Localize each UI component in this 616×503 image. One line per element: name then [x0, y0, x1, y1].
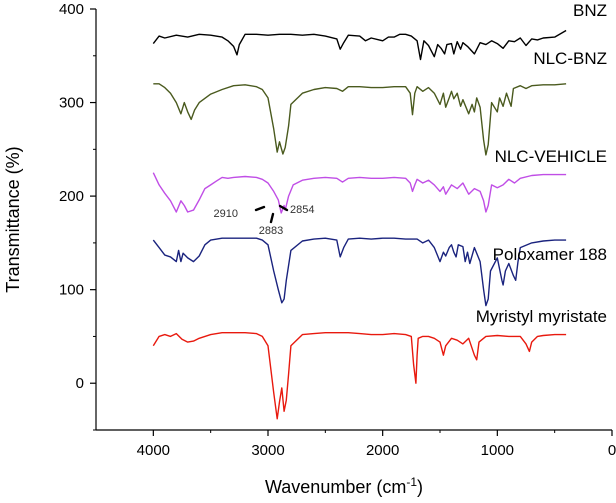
series-label-myristyl-myristate: Myristyl myristate	[476, 307, 607, 326]
annotation-arrow-2883	[269, 212, 275, 224]
annotation-peak-2910: 2910	[214, 208, 238, 220]
series-line-nlc-vehicle	[152, 172, 567, 214]
x-tick-label: 3000	[251, 442, 284, 459]
x-axis-label-superscript: -1	[406, 475, 417, 489]
series-label-nlc-vehicle: NLC-VEHICLE	[495, 147, 607, 166]
series-line-poloxamer-188	[152, 237, 567, 307]
x-axis-label: Wavenumber (cm-1)	[265, 475, 423, 497]
series-line-nlc-bnz	[153, 83, 567, 156]
y-tick-label: 300	[59, 95, 84, 112]
labels-layer: BNZ NLC-BNZ NLC-VEHICLE Poloxamer 188 Myrist…	[476, 1, 607, 326]
series-label-bnz: BNZ	[573, 1, 607, 20]
series-label-poloxamer-188: Poloxamer 188	[493, 245, 607, 264]
x-tick-label: 4000	[137, 442, 170, 459]
y-tick-label: 400	[59, 1, 84, 18]
x-axis-label-text: Wavenumber (cm	[265, 477, 406, 497]
series-line-bnz	[152, 29, 567, 61]
annotation-layer: 2910 2883 2854	[214, 204, 315, 237]
series-line-myristyl-myristate	[152, 332, 567, 420]
annotation-peak-2854: 2854	[290, 204, 314, 216]
series-layer	[152, 29, 567, 420]
x-tick-label: 1000	[481, 442, 514, 459]
y-tick-label: 0	[76, 375, 84, 392]
y-tick-label: 100	[59, 282, 84, 299]
y-axis-label: Transmittance (%)	[3, 146, 23, 292]
x-tick-label: 2000	[366, 442, 399, 459]
annotation-arrow-2854	[278, 204, 289, 212]
annotation-peak-2883: 2883	[259, 225, 283, 237]
axes-layer: 4000 3000 2000 1000 0 0 100 200 300 400 Wavenumber…	[3, 1, 616, 497]
series-label-nlc-bnz: NLC-BNZ	[533, 49, 607, 68]
annotation-arrow-2910	[254, 205, 266, 212]
y-tick-label: 200	[59, 188, 84, 205]
x-tick-label: 0	[608, 442, 616, 459]
x-axis-label-close: )	[417, 477, 423, 497]
